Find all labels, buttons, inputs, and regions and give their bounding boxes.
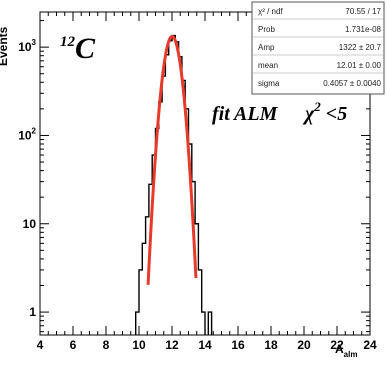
y-tick-label: 1 xyxy=(29,305,36,319)
stats-label: mean xyxy=(258,61,278,70)
x-axis-label: Aalm xyxy=(335,342,357,359)
x-tick-labels: 4 6 8 10 12 14 16 18 20 22 24 xyxy=(37,338,377,352)
stats-value: 12.01 ± 0.00 xyxy=(337,61,382,70)
x-tick-label: 24 xyxy=(363,338,377,352)
fit-annotation: fit ALM χ2 <5 xyxy=(212,99,347,125)
histogram-outlier-bin xyxy=(207,311,213,335)
x-tick-label: 18 xyxy=(264,338,278,352)
x-tick-label: 4 xyxy=(37,338,44,352)
stats-label: sigma xyxy=(258,79,280,88)
stats-value: 1322 ± 20.7 xyxy=(339,43,382,52)
stats-box-frame xyxy=(251,1,385,95)
x-tick-label: 22 xyxy=(330,338,344,352)
stats-label: Amp xyxy=(258,43,275,52)
x-tick-label: 14 xyxy=(198,338,212,352)
y-tick-label: 102 xyxy=(18,126,36,142)
stats-value: 70.55 / 17 xyxy=(345,7,381,16)
x-tick-label: 12 xyxy=(165,338,179,352)
y-tick-label: 10 xyxy=(23,217,37,231)
gaussian-fit-curve xyxy=(146,34,198,285)
fit-stats-box: χ² / ndf 70.55 / 17 Prob 1.731e-08 Amp 1322 ±… xyxy=(251,1,385,95)
x-tick-label: 10 xyxy=(132,338,146,352)
y-tick-labels: 1 10 102 103 xyxy=(18,38,36,319)
stats-label: χ² / ndf xyxy=(258,7,283,16)
y-tick-label: 103 xyxy=(18,38,36,54)
stats-value: 0.4057 ± 0.0040 xyxy=(323,79,381,88)
nucleus-label: 12C xyxy=(60,32,96,65)
x-tick-label: 6 xyxy=(70,338,77,352)
stats-label: Prob xyxy=(258,25,275,34)
x-tick-label: 16 xyxy=(231,338,245,352)
y-axis-label: Events xyxy=(0,26,10,66)
x-tick-label: 8 xyxy=(103,338,110,352)
x-tick-label: 20 xyxy=(297,338,311,352)
stats-value: 1.731e-08 xyxy=(345,25,382,34)
